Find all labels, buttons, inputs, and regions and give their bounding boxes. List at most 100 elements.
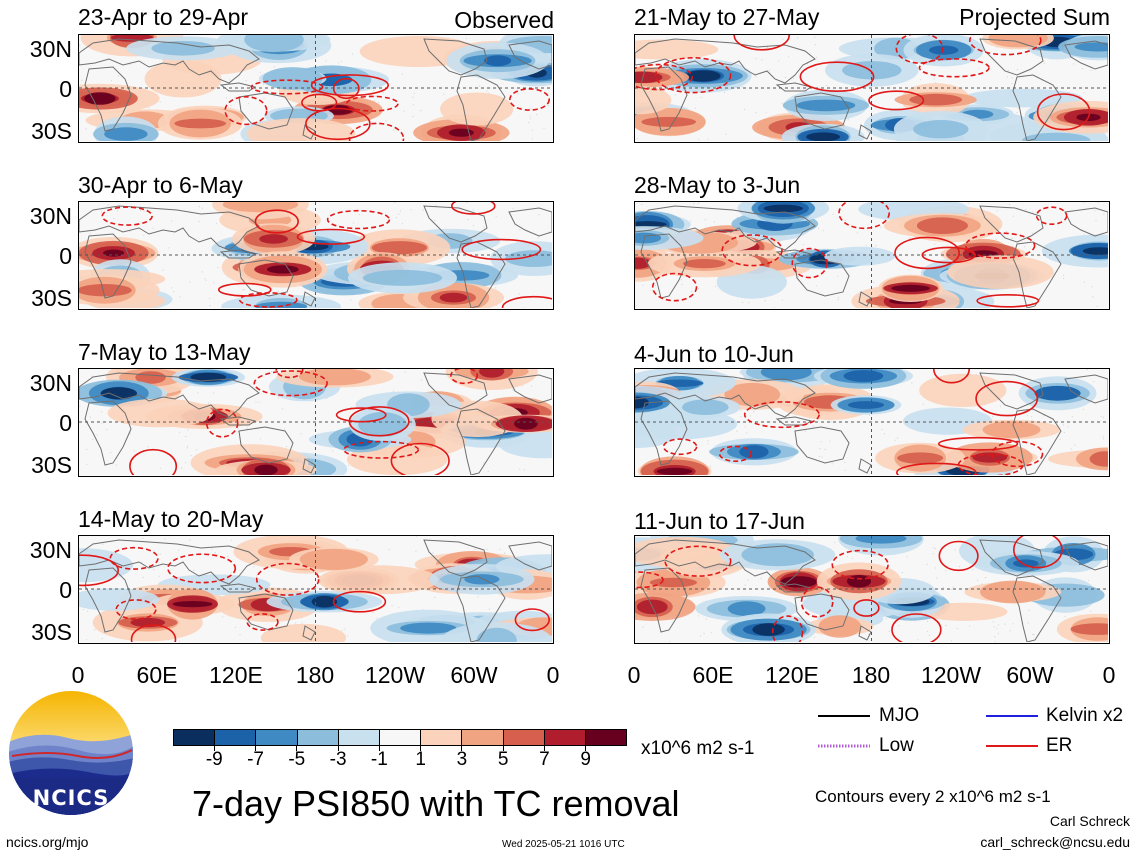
- er-contours: [635, 536, 1063, 642]
- legend-low-label: Low: [879, 735, 914, 756]
- colorbar-swatch: [585, 730, 627, 745]
- map-field-8: [635, 536, 1108, 642]
- panel-1-title: 23-Apr to 29-Apr: [78, 4, 249, 30]
- colorbar-labels: -9 -7 -5 -3 -1 1 3 5 7 9: [0, 750, 700, 774]
- colorbar-label: -1: [370, 749, 388, 770]
- author-email[interactable]: carl_schreck@ncsu.edu: [980, 834, 1130, 850]
- legend-er-line: [986, 745, 1038, 747]
- map-field-5: [635, 35, 1108, 141]
- colorbar-label: -5: [288, 749, 306, 770]
- anomaly-field: [635, 35, 1108, 141]
- panel-7-title: 4-Jun to 10-Jun: [634, 341, 794, 367]
- map-field-3: [79, 369, 552, 475]
- ncics-logo: NCICS: [8, 690, 134, 816]
- lon-label: 60W: [1006, 662, 1054, 688]
- lon-label: 0: [1102, 662, 1116, 688]
- colorbar-label: 3: [456, 749, 468, 770]
- colorbar-tick: [337, 746, 339, 751]
- lon-label: 60E: [136, 662, 178, 688]
- continent-outlines: [79, 38, 552, 141]
- ncics-logo-icon: [9, 691, 133, 815]
- legend-mjo-line: [818, 715, 870, 717]
- continent-outlines: [79, 372, 552, 475]
- colorbar-label: 7: [539, 749, 550, 770]
- er-contours: [79, 546, 550, 642]
- lat-label-30n: 30N: [29, 203, 72, 229]
- contours-note: Contours every 2 x10^6 m2 s-1: [815, 787, 1051, 806]
- panel-6-title: 28-May to 3-Jun: [634, 172, 801, 198]
- lat-label-eq: 0: [59, 410, 72, 436]
- continent-outlines: [635, 38, 1108, 141]
- map-panel-2: [78, 201, 554, 310]
- lat-label-eq: 0: [59, 577, 72, 603]
- colorbar-swatch: [215, 730, 257, 745]
- map-field-2: [79, 202, 552, 308]
- continent-outlines: [635, 372, 1108, 475]
- panel-2-title: 30-Apr to 6-May: [78, 172, 243, 198]
- colorbar-label: 1: [415, 749, 426, 770]
- panel-5-title: 21-May to 27-May: [634, 4, 820, 30]
- map-panel-7: [634, 368, 1110, 477]
- lon-label: 180: [295, 662, 335, 688]
- lon-label: 60W: [450, 662, 498, 688]
- colorbar-swatch: [421, 730, 463, 745]
- colorbar-swatch: [338, 730, 380, 745]
- continent-outlines: [635, 205, 1108, 308]
- lat-label-30s: 30S: [31, 285, 72, 311]
- er-contours: [129, 369, 479, 475]
- colorbar-swatch: [297, 730, 339, 745]
- lat-label-eq: 0: [59, 76, 72, 102]
- legend-er: [986, 736, 1038, 761]
- colorbar-tick: [213, 746, 215, 751]
- continent-outlines: [635, 539, 1108, 642]
- lat-label-30s: 30S: [31, 452, 72, 478]
- legend-kelvin-line: [986, 715, 1038, 717]
- legend-mjo-label: MJO: [879, 705, 920, 726]
- continent-outlines: [79, 205, 552, 308]
- legend-kelvin: [986, 706, 1038, 731]
- colorbar-ticks: [173, 746, 627, 752]
- map-field-6: [635, 202, 1108, 308]
- colorbar-swatch: [174, 730, 216, 745]
- colorbar-tick: [255, 746, 257, 751]
- anomaly-field: [79, 202, 552, 308]
- panel-3-title: 7-May to 13-May: [78, 339, 251, 365]
- er-contours: [651, 202, 1068, 308]
- site-link[interactable]: ncics.org/mjo: [6, 834, 89, 850]
- er-contours: [662, 369, 1044, 475]
- lon-label: 0: [546, 662, 560, 688]
- colorbar-swatch: [462, 730, 504, 745]
- colorbar-label: -7: [247, 749, 264, 770]
- legend-er-label: ER: [1046, 735, 1073, 756]
- legend-low: [818, 736, 870, 761]
- map-field-7: [635, 369, 1108, 475]
- colorbar-swatch: [256, 730, 298, 745]
- map-panel-4: [78, 535, 554, 644]
- lon-label: 180: [851, 662, 891, 688]
- lon-label: 120E: [765, 662, 819, 688]
- anomaly-field: [635, 536, 1108, 642]
- anomaly-field: [79, 536, 552, 642]
- lat-label-30n: 30N: [29, 537, 72, 563]
- legend-kelvin-label: Kelvin x2: [1046, 705, 1124, 726]
- timestamp: Wed 2025-05-21 1016 UTC: [502, 839, 625, 850]
- map-panel-8: [634, 535, 1110, 644]
- er-contours: [635, 35, 1091, 131]
- lat-label-eq: 0: [59, 243, 72, 269]
- panel-1-tag: Observed: [454, 7, 554, 33]
- colorbar-swatch: [379, 730, 422, 745]
- er-contours: [224, 74, 550, 141]
- panel-4-title: 14-May to 20-May: [78, 506, 264, 532]
- colorbar-label: -3: [329, 749, 347, 770]
- lat-label-30n: 30N: [29, 36, 72, 62]
- lon-label: 120E: [209, 662, 263, 688]
- map-panel-1: [78, 34, 554, 143]
- colorbar-tick: [543, 746, 545, 751]
- panel-5-tag: Projected Sum: [959, 4, 1110, 30]
- colorbar-swatch: [503, 730, 545, 745]
- main-title: 7-day PSI850 with TC removal: [192, 783, 680, 824]
- colorbar: [173, 729, 627, 746]
- anomaly-field: [635, 202, 1108, 308]
- anomaly-field: [79, 35, 552, 141]
- lon-label: 60E: [692, 662, 734, 688]
